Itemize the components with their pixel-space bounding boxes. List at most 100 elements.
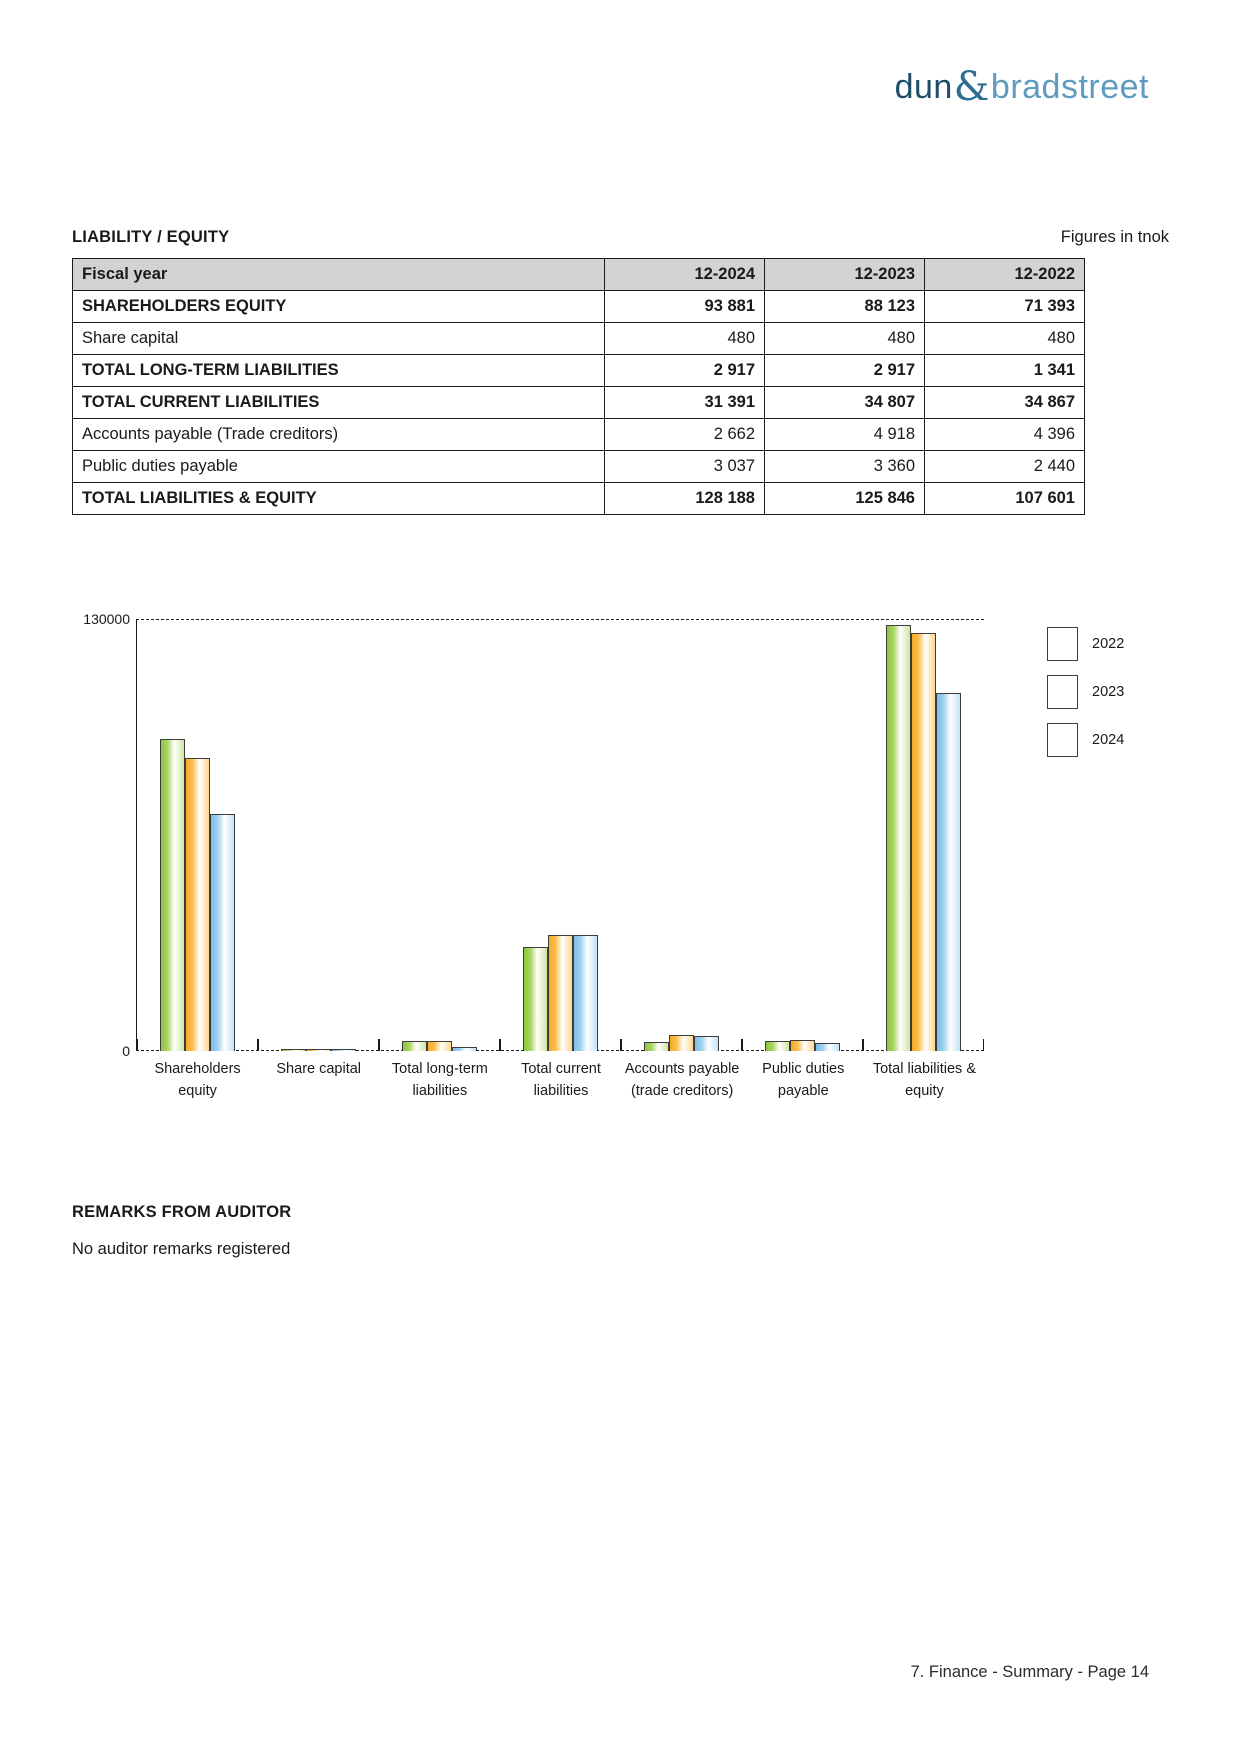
row-value-2024: 2 662 (604, 418, 765, 451)
legend-item-2024: 2024 (1047, 716, 1124, 764)
liability-equity-bar-chart: 130000 0 Shareholders equity Share capital… (72, 600, 1172, 1099)
legend-label-2024: 2024 (1092, 732, 1125, 748)
chart-legend: 2022 2023 2024 (1047, 620, 1124, 764)
chart-bar-2023 (911, 632, 936, 1051)
chart-bar-cluster (886, 619, 961, 1051)
liability-equity-table: Fiscal year 12-2024 12-2023 12-2022 SHAR… (72, 258, 1085, 515)
chart-x-axis-labels: Shareholders equity Share capital Total lon… (137, 1058, 985, 1102)
row-value-2024: 2 917 (604, 354, 765, 387)
x-axis-label-line: Public duties (762, 1061, 845, 1077)
chart-plot-area: 130000 0 (83, 611, 984, 1059)
legend-label-2022: 2022 (1092, 636, 1125, 652)
chart-bar-2023 (185, 758, 210, 1051)
row-value-2024: 31 391 (604, 386, 765, 419)
row-value-2023: 34 807 (764, 386, 925, 419)
y-tick-label-max: 130000 (83, 611, 130, 627)
x-axis-label: Accounts payable (trade creditors) (622, 1058, 743, 1102)
x-axis-label: Total long-term liabilities (379, 1058, 500, 1102)
chart-bar-cluster (160, 619, 235, 1051)
table-row: SHAREHOLDERS EQUITY 93 881 88 123 71 393 (72, 290, 1085, 323)
chart-bar-groups (137, 619, 984, 1051)
chart-bar-2024 (402, 1041, 427, 1051)
x-axis-label-line: liabilities (412, 1083, 468, 1099)
chart-bar-2023 (427, 1041, 452, 1051)
axis-tick (620, 1039, 621, 1051)
row-value-2023: 480 (764, 322, 925, 355)
axis-tick (983, 1039, 984, 1051)
row-value-2022: 2 440 (924, 450, 1085, 483)
row-label: TOTAL CURRENT LIABILITIES (72, 386, 605, 419)
remarks-section-body: No auditor remarks registered (72, 1240, 291, 1258)
legend-swatch-2023-icon (1047, 675, 1078, 709)
chart-bar-2023 (548, 935, 573, 1051)
axis-tick (499, 1039, 500, 1051)
axis-tick (863, 1039, 864, 1051)
x-axis-label: Share capital (258, 1058, 379, 1102)
row-value-2023: 88 123 (764, 290, 925, 323)
table-row: TOTAL LONG-TERM LIABILITIES 2 917 2 917 … (72, 354, 1085, 387)
chart-bar-2023 (669, 1034, 694, 1051)
axis-tick (257, 1039, 258, 1051)
x-axis-label: Public duties payable (743, 1058, 864, 1102)
legend-item-2022: 2022 (1047, 620, 1124, 668)
x-axis-label-line: Share capital (276, 1061, 362, 1077)
chart-bar-2023 (306, 1049, 331, 1051)
row-value-2024: 3 037 (604, 450, 765, 483)
column-header-12-2022: 12-2022 (924, 258, 1085, 291)
column-header-12-2024: 12-2024 (604, 258, 765, 291)
chart-bar-2024 (886, 625, 911, 1051)
chart-bar-2024 (160, 739, 185, 1051)
x-axis-label-line: Accounts payable (624, 1061, 740, 1077)
axis-tick (379, 1039, 380, 1051)
chart-bar-cluster (402, 619, 477, 1051)
chart-group (742, 619, 863, 1051)
table-row: Share capital 480 480 480 (72, 322, 1085, 355)
chart-bar-2023 (790, 1039, 815, 1051)
table-header: Fiscal year 12-2024 12-2023 12-2022 (72, 258, 1085, 291)
chart-bar-cluster (281, 619, 356, 1051)
chart-bar-cluster (644, 619, 719, 1051)
x-axis-label-line: Total long-term (391, 1061, 488, 1077)
y-axis (136, 619, 137, 1051)
row-value-2022: 107 601 (924, 482, 1085, 515)
logo-ampersand-icon: & (953, 64, 990, 110)
row-label: TOTAL LIABILITIES & EQUITY (72, 482, 605, 515)
row-value-2024: 480 (604, 322, 765, 355)
axis-tick (137, 1039, 138, 1051)
x-axis-label-line: equity (905, 1083, 944, 1099)
chart-bar-2022 (210, 813, 235, 1051)
row-value-2024: 128 188 (604, 482, 765, 515)
chart-bar-2022 (331, 1049, 356, 1051)
x-axis-label-line: payable (777, 1083, 829, 1099)
section-header: LIABILITY / EQUITY Figures in tnok (72, 228, 1169, 247)
x-axis-label-line: liabilities (533, 1083, 589, 1099)
legend-item-2023: 2023 (1047, 668, 1124, 716)
legend-label-2023: 2023 (1092, 684, 1125, 700)
row-value-2022: 34 867 (924, 386, 1085, 419)
axis-tick (742, 1039, 743, 1051)
chart-bar-2022 (452, 1046, 477, 1051)
page-footer: 7. Finance - Summary - Page 14 (910, 1663, 1149, 1681)
table-row: TOTAL LIABILITIES & EQUITY 128 188 125 8… (72, 482, 1085, 515)
table-header-row: Fiscal year 12-2024 12-2023 12-2022 (72, 258, 1085, 291)
table-row: Accounts payable (Trade creditors) 2 662… (72, 418, 1085, 451)
logo-text-dun: dun (894, 68, 953, 106)
row-value-2023: 125 846 (764, 482, 925, 515)
table-body: SHAREHOLDERS EQUITY 93 881 88 123 71 393… (72, 290, 1085, 515)
legend-swatch-2024-icon (1047, 723, 1078, 757)
chart-group (258, 619, 379, 1051)
chart-group (379, 619, 500, 1051)
chart-bar-2022 (694, 1036, 719, 1051)
x-axis-label-line: equity (178, 1083, 217, 1099)
chart-group (137, 619, 258, 1051)
row-value-2022: 4 396 (924, 418, 1085, 451)
chart-bar-2022 (815, 1042, 840, 1051)
chart-group (500, 619, 621, 1051)
y-tick-label-min: 0 (122, 1043, 130, 1059)
row-value-2022: 1 341 (924, 354, 1085, 387)
axis-tick (258, 1039, 259, 1051)
chart-bar-2024 (523, 946, 548, 1051)
chart-bar-2024 (281, 1049, 306, 1051)
axis-tick (500, 1039, 501, 1051)
row-label: Share capital (72, 322, 605, 355)
